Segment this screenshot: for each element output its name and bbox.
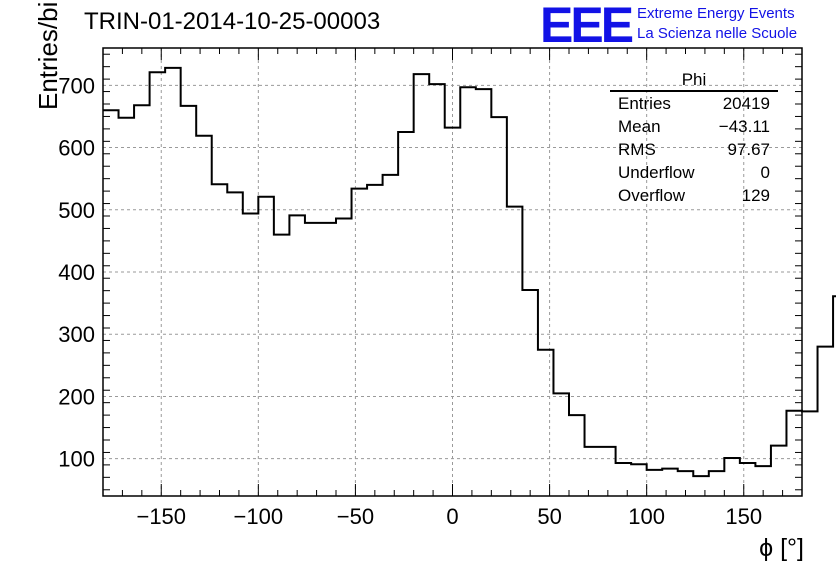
y-tick-label: 400 [58,260,95,285]
x-tick-label: 50 [537,504,561,529]
stats-value: 97.67 [727,140,770,159]
grid-lines [103,48,802,496]
y-tick-label: 300 [58,322,95,347]
eee-logo: EEE [540,0,634,53]
stats-row-entries: Entries 20419 [610,92,778,115]
stats-label: Entries [618,94,671,113]
logo-line-2: La Scienza nelle Scuole [637,25,798,42]
histogram-step-line [103,66,836,478]
x-tick-label: −100 [234,504,284,529]
x-axis-label: ϕ [°] [759,534,804,562]
stats-row-overflow: Overflow 129 [610,184,778,207]
stats-label: RMS [618,140,656,159]
stats-value: 0 [760,163,770,182]
stats-value: 129 [741,186,770,205]
stats-row-underflow: Underflow 0 [610,161,778,184]
y-axis-label-text: Entries/bin [33,0,63,110]
y-axis-label: Entries/bin [0,0,63,111]
x-tick-label: 100 [628,504,665,529]
stats-label: Overflow [618,186,686,205]
y-tick-label: 700 [58,73,95,98]
y-tick-label: 600 [58,136,95,161]
axis-tick-labels: −150 −100 −50 0 50 100 150 100 200 300 400 500 600 70… [58,73,762,529]
stats-row-mean: Mean −43.11 [610,115,778,138]
y-tick-label: 500 [58,198,95,223]
x-tick-label: −50 [337,504,374,529]
stats-value: −43.11 [718,117,770,136]
axis-ticks [102,48,803,496]
y-tick-label: 100 [58,447,95,472]
stats-label: Underflow [618,163,695,182]
stats-value: 20419 [722,94,770,113]
stats-label: Mean [618,117,661,136]
stats-box: Phi Entries 20419 Mean −43.11 RMS 97.67 … [610,70,778,207]
chart-title: TRIN-01-2014-10-25-00003 [84,8,381,35]
histogram-line [103,66,836,478]
stats-title: Phi [610,70,778,92]
stats-row-rms: RMS 97.67 [610,138,778,161]
x-tick-label: 0 [446,504,458,529]
y-tick-label: 200 [58,384,95,409]
logo-line-1: Extreme Energy Events [637,5,795,22]
x-tick-label: 150 [725,504,762,529]
x-tick-label: −150 [136,504,186,529]
